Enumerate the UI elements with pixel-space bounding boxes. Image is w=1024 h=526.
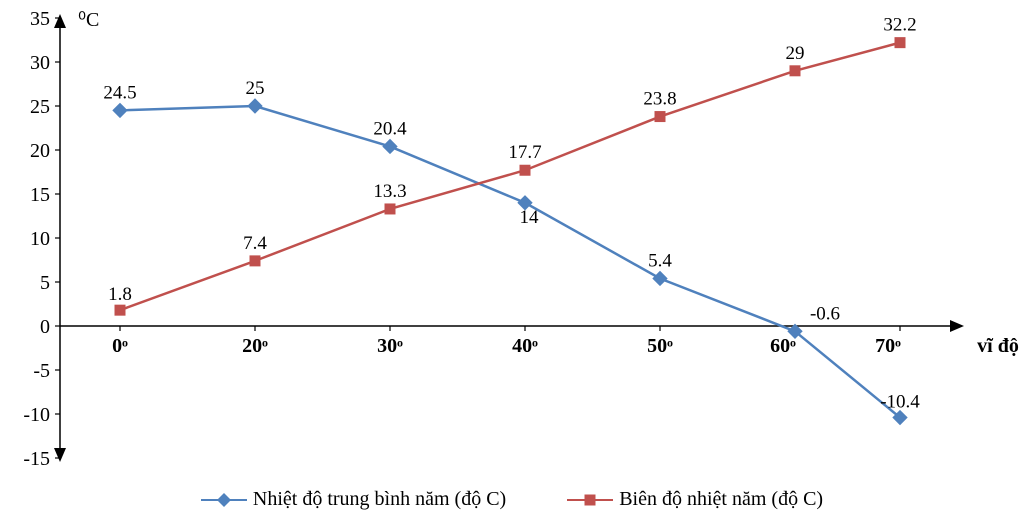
legend-swatch-1 xyxy=(201,499,247,502)
legend-item-series-2: Biên độ nhiệt năm (độ C) xyxy=(567,488,823,511)
svg-text:-15: -15 xyxy=(23,448,50,470)
svg-text:7.4: 7.4 xyxy=(243,233,267,254)
svg-text:32.2: 32.2 xyxy=(883,15,916,36)
svg-text:70ᵒ: 70ᵒ xyxy=(875,335,901,357)
svg-text:-0.6: -0.6 xyxy=(810,303,840,324)
svg-text:10: 10 xyxy=(30,228,50,250)
legend-label-1: Nhiệt độ trung bình năm (độ C) xyxy=(253,488,506,511)
line-chart: -15 -10 -5 0 5 10 15 20 25 30 35 ⁰C 0ᵒ 20ᵒ 30ᵒ 40ᵒ 50ᵒ 60… xyxy=(0,0,1024,526)
svg-text:5: 5 xyxy=(40,272,50,294)
svg-text:25: 25 xyxy=(246,78,265,99)
svg-text:25: 25 xyxy=(30,96,50,118)
svg-text:14: 14 xyxy=(520,207,540,228)
svg-text:vĩ độ: vĩ độ xyxy=(977,335,1019,357)
svg-text:60ᵒ: 60ᵒ xyxy=(770,335,796,357)
svg-text:-5: -5 xyxy=(33,360,50,382)
svg-text:0ᵒ: 0ᵒ xyxy=(112,335,128,357)
svg-text:23.8: 23.8 xyxy=(643,89,676,110)
svg-text:30ᵒ: 30ᵒ xyxy=(377,335,403,357)
legend: Nhiệt độ trung bình năm (độ C) Biên độ n… xyxy=(0,484,1024,511)
svg-text:1.8: 1.8 xyxy=(108,284,132,305)
svg-text:-10: -10 xyxy=(23,404,50,426)
svg-text:29: 29 xyxy=(786,43,805,64)
svg-text:5.4: 5.4 xyxy=(648,250,672,271)
svg-text:35: 35 xyxy=(30,8,50,30)
svg-text:⁰C: ⁰C xyxy=(78,9,99,31)
svg-text:20ᵒ: 20ᵒ xyxy=(242,335,268,357)
svg-text:24.5: 24.5 xyxy=(103,82,136,103)
svg-text:13.3: 13.3 xyxy=(373,181,406,202)
svg-text:30: 30 xyxy=(30,52,50,74)
legend-item-series-1: Nhiệt độ trung bình năm (độ C) xyxy=(201,488,506,511)
legend-swatch-2 xyxy=(567,499,613,502)
svg-text:15: 15 xyxy=(30,184,50,206)
svg-text:40ᵒ: 40ᵒ xyxy=(512,335,538,357)
svg-text:0: 0 xyxy=(40,316,50,338)
svg-text:20.4: 20.4 xyxy=(373,118,407,139)
svg-text:-10.4: -10.4 xyxy=(880,392,920,413)
svg-text:20: 20 xyxy=(30,140,50,162)
svg-text:50ᵒ: 50ᵒ xyxy=(647,335,673,357)
svg-text:17.7: 17.7 xyxy=(508,142,541,163)
legend-label-2: Biên độ nhiệt năm (độ C) xyxy=(619,488,823,511)
